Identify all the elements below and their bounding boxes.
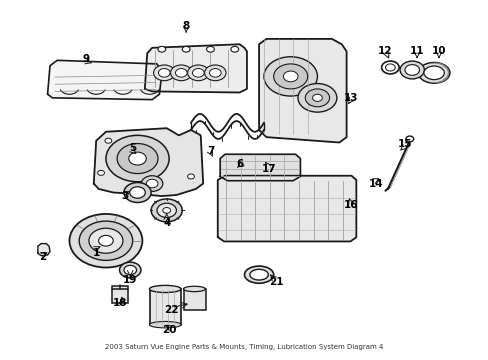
Polygon shape [38, 244, 50, 256]
Text: 5: 5 [129, 143, 136, 153]
Ellipse shape [244, 266, 273, 283]
Text: 2003 Saturn Vue Engine Parts & Mounts, Timing, Lubrication System Diagram 4: 2003 Saturn Vue Engine Parts & Mounts, T… [105, 344, 383, 350]
Circle shape [151, 199, 182, 222]
Circle shape [106, 135, 169, 182]
Circle shape [105, 138, 112, 143]
Circle shape [163, 207, 170, 213]
Ellipse shape [183, 286, 205, 292]
Text: 15: 15 [397, 139, 411, 149]
Circle shape [385, 64, 394, 71]
Circle shape [187, 65, 208, 81]
Bar [112, 286, 127, 303]
Circle shape [399, 61, 424, 79]
Text: 4: 4 [163, 218, 170, 228]
Ellipse shape [149, 285, 181, 293]
Circle shape [175, 68, 187, 77]
Polygon shape [94, 128, 203, 196]
Text: 22: 22 [164, 305, 179, 315]
Text: 13: 13 [344, 93, 358, 103]
Circle shape [297, 84, 336, 112]
Text: 3: 3 [122, 191, 129, 201]
Text: 11: 11 [409, 46, 424, 57]
Circle shape [170, 65, 192, 81]
Text: 18: 18 [113, 298, 127, 308]
Circle shape [153, 65, 175, 81]
Circle shape [312, 94, 322, 102]
Polygon shape [217, 176, 356, 242]
Text: 1: 1 [92, 248, 100, 258]
Circle shape [204, 65, 225, 81]
Circle shape [89, 228, 122, 253]
Polygon shape [220, 154, 300, 181]
Ellipse shape [423, 66, 444, 80]
Circle shape [69, 214, 142, 267]
Ellipse shape [417, 63, 449, 83]
Text: 14: 14 [368, 179, 382, 189]
Polygon shape [47, 60, 162, 100]
Circle shape [79, 221, 132, 260]
Circle shape [123, 183, 151, 203]
Circle shape [187, 174, 194, 179]
Circle shape [98, 170, 104, 175]
Circle shape [99, 235, 113, 246]
Polygon shape [144, 44, 246, 93]
Ellipse shape [249, 269, 268, 280]
Text: 6: 6 [236, 159, 243, 169]
Bar [149, 289, 181, 325]
Text: 17: 17 [261, 164, 276, 174]
Circle shape [192, 68, 203, 77]
Circle shape [157, 203, 176, 217]
Circle shape [117, 144, 158, 174]
Text: 20: 20 [162, 325, 176, 335]
Circle shape [119, 262, 141, 278]
Text: 12: 12 [378, 46, 392, 57]
Circle shape [305, 89, 329, 107]
Circle shape [264, 57, 317, 96]
Text: 8: 8 [182, 21, 189, 31]
Circle shape [123, 265, 136, 275]
Circle shape [209, 68, 221, 77]
Ellipse shape [149, 321, 181, 328]
Circle shape [206, 46, 214, 52]
Circle shape [273, 64, 307, 89]
Polygon shape [259, 39, 346, 143]
Text: 16: 16 [344, 200, 358, 210]
Circle shape [128, 152, 146, 165]
Circle shape [404, 64, 419, 75]
Circle shape [146, 179, 158, 188]
Text: 19: 19 [123, 275, 137, 285]
Text: 2: 2 [39, 252, 46, 262]
Text: 21: 21 [268, 277, 283, 287]
Circle shape [158, 46, 165, 52]
Circle shape [129, 187, 145, 198]
Text: 9: 9 [83, 54, 90, 64]
Circle shape [141, 176, 163, 192]
Text: 10: 10 [431, 46, 446, 57]
Circle shape [230, 46, 238, 52]
Circle shape [158, 68, 170, 77]
Text: 7: 7 [206, 147, 214, 157]
Circle shape [182, 46, 190, 52]
Circle shape [283, 71, 297, 82]
Bar [183, 289, 205, 310]
Circle shape [405, 136, 413, 142]
